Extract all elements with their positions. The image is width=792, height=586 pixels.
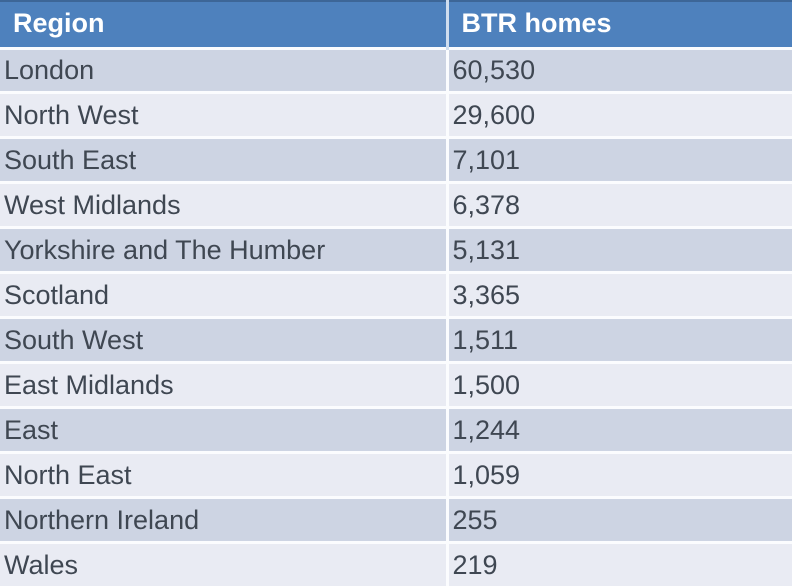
region-cell: West Midlands	[0, 181, 449, 228]
value-cell: 60,530	[447, 46, 792, 93]
column-header-region: Region	[0, 0, 449, 48]
region-cell: Northern Ireland	[0, 496, 449, 543]
table-row: East Midlands 1,500	[0, 361, 792, 408]
table-row: East 1,244	[0, 406, 792, 453]
value-cell: 1,511	[447, 316, 792, 363]
value-cell: 1,059	[447, 451, 792, 498]
value-cell: 219	[447, 541, 792, 586]
table-row: West Midlands 6,378	[0, 181, 792, 228]
value-cell: 1,500	[447, 361, 792, 408]
value-cell: 255	[447, 496, 792, 543]
column-header-btr-homes: BTR homes	[447, 0, 792, 48]
region-cell: Scotland	[0, 271, 449, 318]
region-cell: North West	[0, 91, 449, 138]
value-cell: 1,244	[447, 406, 792, 453]
value-cell: 6,378	[447, 181, 792, 228]
table-body: London 60,530 North West 29,600 South East 7,…	[0, 46, 792, 586]
table-row: Scotland 3,365	[0, 271, 792, 318]
region-cell: South West	[0, 316, 449, 363]
value-cell: 3,365	[447, 271, 792, 318]
table-row: Wales 219	[0, 541, 792, 586]
region-cell: East Midlands	[0, 361, 449, 408]
region-cell: Wales	[0, 541, 449, 586]
region-cell: East	[0, 406, 449, 453]
table-row: Northern Ireland 255	[0, 496, 792, 543]
table-row: North East 1,059	[0, 451, 792, 498]
value-cell: 7,101	[447, 136, 792, 183]
table-row: Yorkshire and The Humber 5,131	[0, 226, 792, 273]
header-row: Region BTR homes	[0, 0, 792, 48]
table-row: South East 7,101	[0, 136, 792, 183]
region-cell: South East	[0, 136, 449, 183]
table-row: London 60,530	[0, 46, 792, 93]
region-cell: London	[0, 46, 449, 93]
value-cell: 29,600	[447, 91, 792, 138]
region-cell: Yorkshire and The Humber	[0, 226, 449, 273]
table-header: Region BTR homes	[0, 0, 792, 48]
value-cell: 5,131	[447, 226, 792, 273]
region-cell: North East	[0, 451, 449, 498]
table-row: North West 29,600	[0, 91, 792, 138]
table-row: South West 1,511	[0, 316, 792, 363]
